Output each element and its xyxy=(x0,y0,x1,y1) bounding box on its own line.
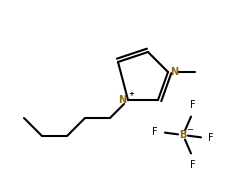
Text: F: F xyxy=(208,133,214,143)
Text: F: F xyxy=(152,127,158,137)
Text: +: + xyxy=(128,91,134,97)
Text: N: N xyxy=(118,95,126,105)
Text: F: F xyxy=(190,100,196,110)
Text: N: N xyxy=(170,67,178,77)
Text: B: B xyxy=(179,130,187,140)
Text: F: F xyxy=(190,160,196,170)
Text: −: − xyxy=(186,125,194,134)
